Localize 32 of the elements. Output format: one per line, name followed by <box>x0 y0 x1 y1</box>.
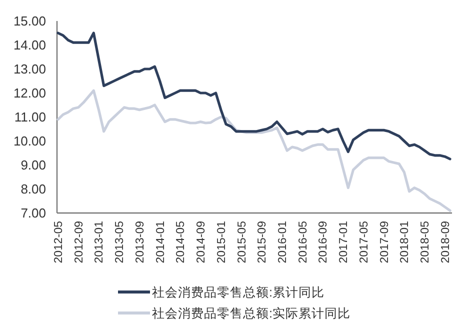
x-tick-label: 2012-09 <box>73 221 86 264</box>
x-tick-label: 2014-09 <box>196 221 208 264</box>
line-series <box>56 32 452 160</box>
legend-label: 社会消费品零售总额:累计同比 <box>152 286 324 300</box>
x-tick-label: 2018-09 <box>440 221 452 264</box>
x-tick-label: 2013-09 <box>134 221 146 264</box>
y-tick-label: 12.00 <box>13 86 46 100</box>
x-tick-label: 2012-05 <box>53 221 66 264</box>
y-tick-label: 10.00 <box>13 134 46 148</box>
x-tick-label: 2018-05 <box>420 221 432 264</box>
x-tick-label: 2015-05 <box>236 221 248 264</box>
legend-label: 社会消费品零售总额:实际累计同比 <box>152 306 350 320</box>
x-tick-label: 2017-05 <box>358 221 370 264</box>
y-tick-label: 14.00 <box>13 38 46 52</box>
y-tick-label: 15.00 <box>13 14 46 28</box>
y-tick-label: 11.00 <box>14 110 46 124</box>
x-tick-label: 2016-01 <box>277 221 290 264</box>
x-tick-label: 2018-01 <box>399 221 412 264</box>
x-tick-label: 2013-05 <box>114 221 126 264</box>
x-tick-label: 2017-01 <box>338 221 350 264</box>
x-tick-label: 2014-01 <box>154 221 167 264</box>
y-tick-label: 7.00 <box>20 206 46 220</box>
x-tick-label: 2014-05 <box>175 221 188 264</box>
y-tick-label: 8.00 <box>20 182 46 196</box>
x-tick-label: 2015-01 <box>216 221 228 264</box>
y-tick-label: 13.00 <box>13 62 46 76</box>
x-tick-label: 2015-09 <box>256 221 269 264</box>
x-tick-label: 2013-01 <box>94 221 106 264</box>
x-tick-label: 2017-09 <box>378 221 391 264</box>
y-tick-label: 9.00 <box>20 158 46 172</box>
x-tick-label: 2016-09 <box>318 221 330 264</box>
x-tick-label: 2016-05 <box>297 221 310 264</box>
